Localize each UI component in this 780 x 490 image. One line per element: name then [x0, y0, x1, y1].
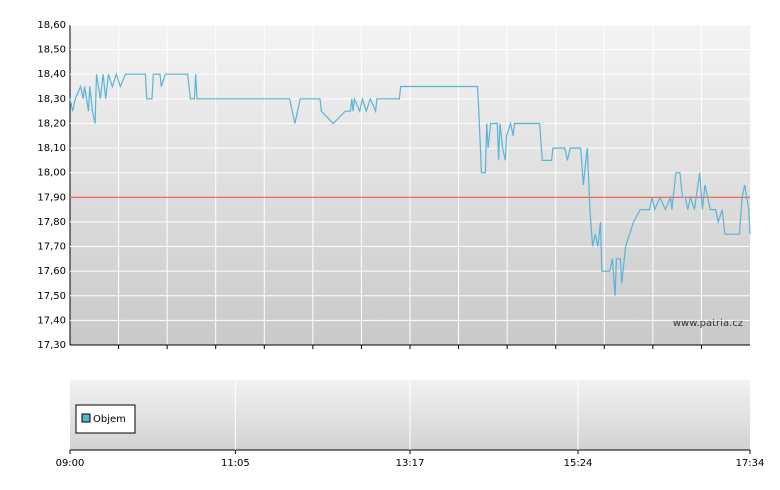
- y-tick-label: 17,60: [37, 266, 66, 277]
- x-tick-label: 09:00: [56, 458, 85, 469]
- y-tick-label: 18,10: [37, 143, 66, 154]
- y-tick-label: 17,50: [37, 291, 66, 302]
- x-tick-label: 15:24: [564, 458, 593, 469]
- price-line: [69, 72, 751, 296]
- x-tick-label: 13:17: [396, 458, 425, 469]
- y-tick-label: 17,40: [37, 315, 66, 326]
- vertical-grid: [118, 25, 702, 345]
- legend-label: Objem: [93, 414, 126, 425]
- y-tick-label: 18,30: [37, 94, 66, 105]
- x-tick-label: 11:05: [221, 458, 250, 469]
- y-tick-label: 17,80: [37, 217, 66, 228]
- y-tick-label: 18,60: [37, 20, 66, 31]
- y-tick-label: 18,40: [37, 69, 66, 80]
- x-tick-label: 17:34: [736, 458, 765, 469]
- y-tick-label: 18,00: [37, 168, 66, 179]
- y-tick-label: 18,20: [37, 118, 66, 129]
- legend-swatch: [81, 413, 91, 423]
- y-tick-label: 17,70: [37, 242, 66, 253]
- y-tick-label: 17,30: [37, 340, 66, 351]
- watermark: www.patria.cz: [673, 318, 743, 329]
- y-tick-label: 17,90: [37, 192, 66, 203]
- y-tick-label: 18,50: [37, 45, 66, 56]
